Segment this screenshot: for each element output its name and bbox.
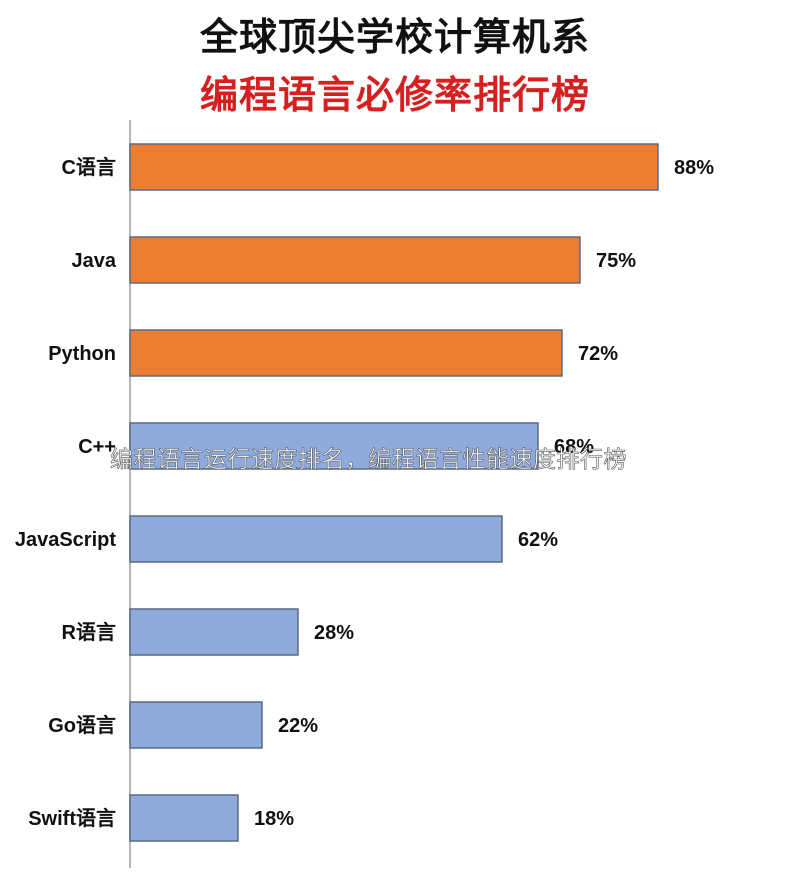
chart-title: 全球顶尖学校计算机系 <box>199 15 590 59</box>
category-label: Swift语言 <box>28 806 116 830</box>
value-label: 88% <box>674 157 714 179</box>
value-label: 75% <box>596 250 636 272</box>
category-label: C++ <box>78 436 116 458</box>
overlay-caption: 编程语言运行速度排名，编程语言性能速度排行榜 <box>110 447 627 474</box>
chart-subtitle: 编程语言必修率排行榜 <box>199 73 590 117</box>
bar-2 <box>129 329 563 377</box>
category-label: R语言 <box>62 620 116 644</box>
value-label: 72% <box>578 343 618 365</box>
value-label: 62% <box>518 529 558 551</box>
category-label: Go语言 <box>48 713 116 737</box>
bar-6 <box>129 701 263 749</box>
category-label: Java <box>72 250 117 272</box>
bar-5 <box>129 608 299 656</box>
bar-0 <box>129 143 659 191</box>
value-label: 18% <box>254 808 294 830</box>
category-label: Python <box>48 343 116 365</box>
value-label: 28% <box>314 622 354 644</box>
bar-3 <box>129 422 539 470</box>
value-label: 22% <box>278 715 318 737</box>
bar-7 <box>129 794 239 842</box>
value-label: 68% <box>554 436 594 458</box>
category-label: JavaScript <box>15 529 117 551</box>
category-label: C语言 <box>62 155 116 179</box>
bar-4 <box>129 515 503 563</box>
bar-1 <box>129 236 581 284</box>
